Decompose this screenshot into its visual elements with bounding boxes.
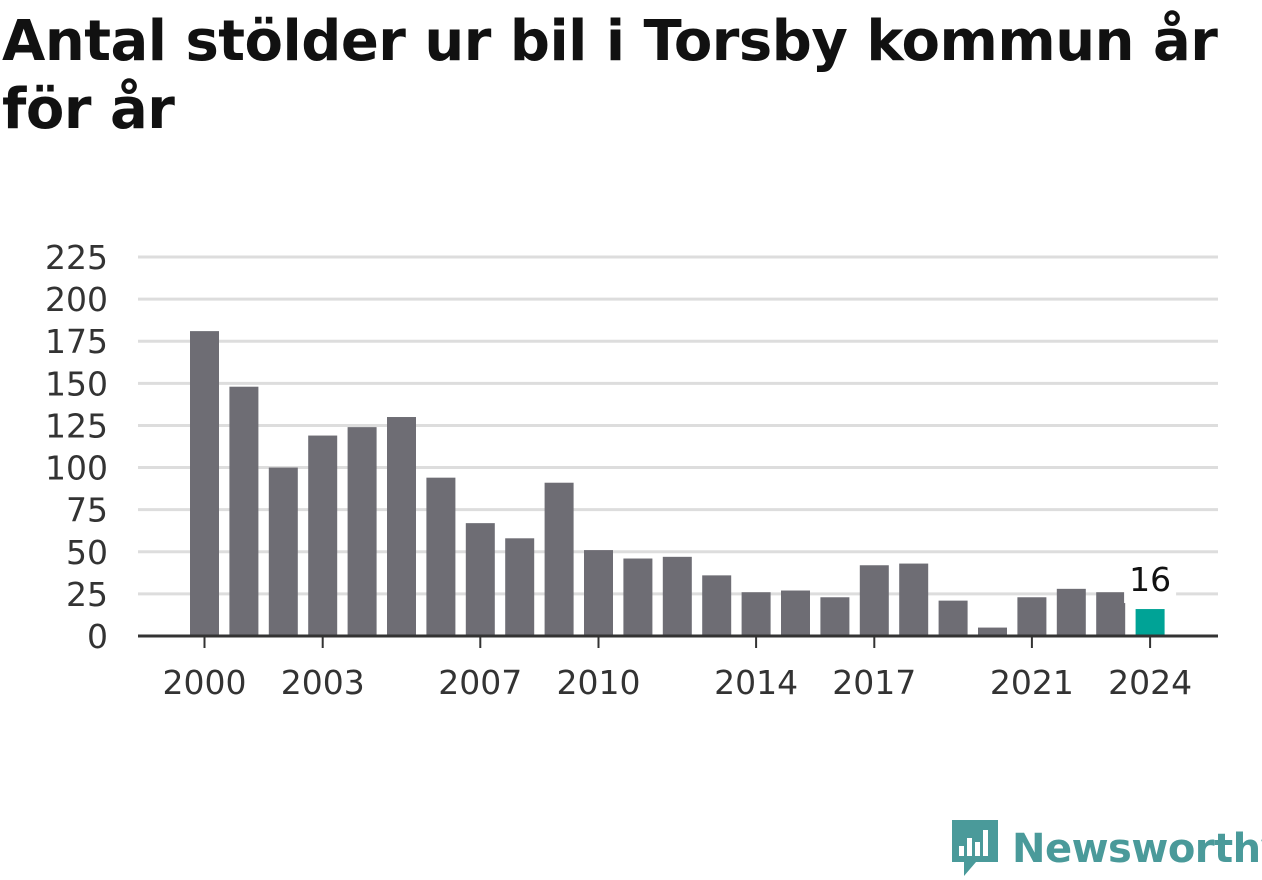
bar-2002 [268,467,298,636]
bar-2008 [505,538,535,636]
bar-2000 [190,331,219,636]
x-tick-label: 2007 [438,663,522,702]
bar-2011 [623,558,653,636]
newsworthy-logo: Newsworthy [950,818,1262,880]
bar-2006 [426,477,456,636]
x-tick-label: 2017 [832,663,916,702]
bar-2023 [1096,592,1126,636]
bar-2001 [229,386,259,636]
bar-2015 [781,590,810,636]
bar-2020 [978,627,1007,636]
y-tick-label: 200 [45,280,108,319]
chart-title: Antal stölder ur bil i Torsby kommun år … [2,9,1218,142]
y-tick-label: 125 [45,406,108,445]
bar-2013 [702,575,732,636]
x-tick-label: 2003 [281,663,365,702]
x-tick-label: 2021 [990,663,1074,702]
x-tick-label: 2010 [557,663,641,702]
data-labels: 16 [1124,560,1177,604]
bars [190,331,1165,636]
x-tick-label: 2000 [163,663,247,702]
bar-chart-logo-icon [952,820,998,876]
y-tick-label: 150 [45,364,108,403]
y-tick-label: 0 [87,617,108,656]
bar-2022 [1056,588,1086,636]
brand-name: Newsworthy [1012,826,1262,872]
bar-2009 [544,482,574,636]
bar-2024 [1135,609,1165,636]
y-tick-label: 100 [45,449,108,488]
bar-2018 [899,563,929,636]
data-label-2024: 16 [1129,560,1171,599]
bar-2010 [584,550,613,636]
data-label-bg [1124,567,1177,604]
bar-2017 [859,565,889,636]
bar-2012 [662,556,692,636]
x-tick-label: 2024 [1108,663,1192,702]
bar-2019 [938,600,968,636]
x-tick-label: 2014 [714,663,798,702]
y-tick-label: 75 [66,491,108,530]
bar-2005 [387,417,416,636]
bar-2004 [347,427,377,636]
bar-2003 [308,435,338,636]
x-axis-ticks: 2000 2003 2007 2010 2014 2017 2021 2024 [138,634,1218,702]
y-tick-label: 175 [45,322,108,361]
y-tick-label: 225 [45,238,108,277]
bar-2014 [741,592,771,636]
bar-2007 [465,523,495,636]
bar-2016 [820,597,850,636]
y-tick-label: 50 [66,533,108,572]
bar-2021 [1017,597,1047,636]
y-tick-label: 25 [66,575,108,614]
gridlines [138,255,1218,596]
